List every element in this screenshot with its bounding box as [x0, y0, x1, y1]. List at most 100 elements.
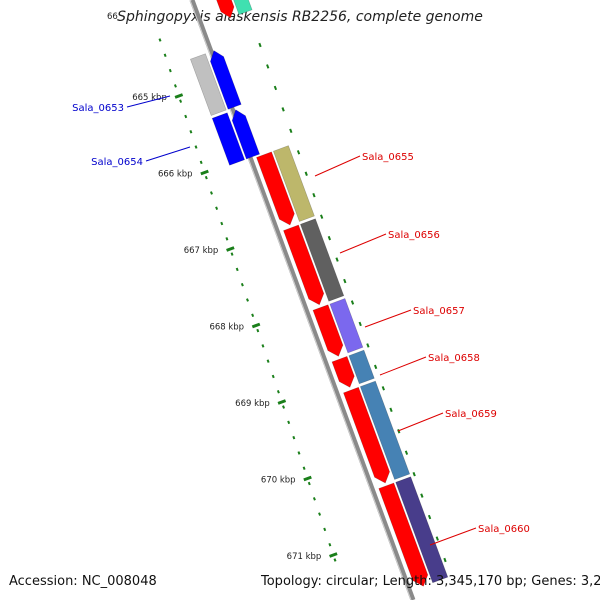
gc-skew-mark: [304, 171, 308, 176]
tick-mark-minor: [194, 145, 198, 149]
gc-skew-mark: [281, 107, 285, 112]
cog-box-sala_0654: [211, 112, 245, 166]
gene-label-sala_0659: Sala_0659: [445, 409, 497, 420]
tick-mark-minor: [168, 68, 172, 73]
tick-mark-minor: [282, 405, 285, 409]
gc-skew-mark: [289, 128, 293, 134]
leader-line-sala_0660: [429, 527, 477, 546]
tick-mark-minor: [318, 512, 322, 516]
gc-skew-mark: [258, 42, 262, 48]
leader-line-sala_0658: [379, 356, 427, 376]
gc-skew-mark: [358, 321, 362, 327]
tick-mark-minor: [276, 390, 280, 394]
gc-skew-mark: [404, 450, 409, 455]
previous-gene-cog-box: [233, 0, 253, 15]
cog-box-sala_0658: [348, 349, 375, 385]
accession-text: Accession: NC_008048: [9, 574, 157, 589]
tick-mark-minor: [292, 435, 296, 440]
tick-mark-minor: [246, 298, 249, 302]
gene-label-sala_0660: Sala_0660: [478, 524, 530, 535]
tick-mark-minor: [261, 344, 265, 348]
gc-skew-mark: [389, 407, 393, 413]
kbp-tick-mark: [329, 552, 338, 558]
gc-skew-mark: [366, 343, 370, 348]
tick-mark-minor: [287, 420, 291, 425]
tick-mark-minor: [199, 160, 203, 165]
tick-mark-minor: [179, 99, 183, 103]
gc-skew-mark: [266, 64, 270, 69]
topology-text: Topology: circular; Length: 3,345,170 bp…: [261, 574, 600, 589]
leader-line-sala_0654: [145, 146, 191, 162]
gc-skew-mark: [381, 386, 385, 391]
gene-box-sala_0657: [312, 304, 344, 357]
gene-label-sala_0657: Sala_0657: [413, 306, 465, 317]
tick-mark-minor: [189, 130, 193, 134]
tick-mark-minor: [312, 497, 316, 501]
tick-mark-minor: [184, 114, 188, 119]
kbp-tick-mark: [303, 475, 312, 482]
gc-skew-mark: [412, 471, 416, 477]
tick-mark-minor: [158, 38, 162, 42]
previous-gene-box: [216, 0, 235, 19]
gc-skew-mark: [443, 557, 447, 563]
gene-label-sala_0655: Sala_0655: [362, 152, 414, 163]
gene-box-sala_0655: [256, 151, 295, 226]
tick-mark-minor: [230, 252, 234, 256]
cog-box-sala_0655: [273, 145, 315, 222]
gc-skew-mark: [273, 85, 278, 91]
tick-mark-minor: [173, 84, 177, 88]
gene-box-sala_0659: [343, 386, 390, 484]
tick-mark-minor: [333, 558, 337, 562]
kbp-tick-mark: [174, 93, 184, 99]
tick-mark-minor: [235, 267, 239, 272]
gc-skew-mark: [312, 192, 316, 198]
gene-label-sala_0654: Sala_0654: [91, 157, 143, 168]
gc-skew-mark: [335, 257, 339, 262]
kbp-tick-mark: [277, 399, 287, 405]
cog-box-sala_0656: [300, 218, 345, 302]
leader-line-sala_0657: [364, 309, 412, 328]
gc-skew-mark: [320, 214, 324, 219]
tick-mark-minor: [240, 282, 244, 287]
gc-skew-mark: [420, 493, 424, 498]
tick-mark-minor: [251, 313, 255, 318]
tick-mark-minor: [323, 527, 327, 532]
gc-skew-mark: [397, 429, 401, 434]
tick-mark-minor: [297, 451, 301, 455]
kbp-label: 665 kbp: [132, 93, 167, 103]
gc-skew-mark: [373, 364, 378, 370]
tick-mark-minor: [220, 221, 224, 226]
cog-box-sala_0657: [329, 298, 364, 354]
tick-mark-minor: [215, 206, 219, 210]
kbp-label: 670 kbp: [261, 476, 296, 486]
kbp-label: 666 kbp: [158, 170, 193, 180]
gene-label-sala_0658: Sala_0658: [428, 353, 480, 364]
cog-box-sala_0659: [359, 380, 411, 480]
tick-mark-minor: [204, 175, 208, 180]
kbp-label-cut: 66: [107, 12, 118, 22]
leader-line-sala_0653: [126, 95, 171, 108]
kbp-tick-mark: [226, 246, 235, 252]
leader-line-sala_0659: [397, 412, 444, 432]
gene-box-sala_0658: [331, 356, 355, 388]
gene-label-sala_0653: Sala_0653: [72, 103, 124, 114]
tick-mark-minor: [328, 542, 332, 547]
tick-mark-minor: [302, 466, 306, 470]
leader-line-sala_0656: [339, 233, 387, 254]
tick-mark-minor: [266, 359, 270, 363]
gc-skew-mark: [427, 514, 432, 520]
cog-box-sala_0660: [395, 476, 449, 584]
gc-skew-mark: [435, 536, 439, 541]
cog-box-sala_0653: [190, 53, 227, 116]
kbp-label: 669 kbp: [235, 399, 270, 409]
tick-mark-minor: [271, 374, 275, 379]
gc-skew-mark: [296, 150, 301, 155]
tick-mark-minor: [256, 328, 260, 333]
gc-skew-mark: [327, 235, 332, 241]
gene-label-sala_0656: Sala_0656: [388, 230, 440, 241]
tick-mark-minor: [163, 53, 167, 58]
tick-mark-minor: [307, 481, 311, 486]
gene-box-sala_0654: [231, 109, 260, 160]
gc-skew-mark: [343, 278, 347, 284]
